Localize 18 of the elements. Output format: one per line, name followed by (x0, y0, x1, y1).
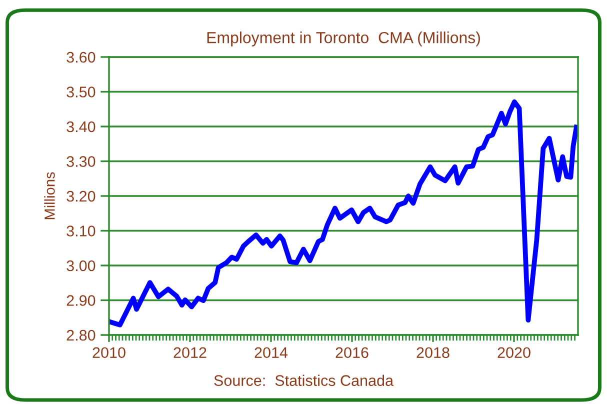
y-tick-label: 2.90 (66, 295, 96, 306)
x-tick-label: 2010 (92, 347, 126, 358)
x-tick-label: 2020 (498, 347, 530, 358)
y-tick-label: 3.40 (66, 121, 96, 132)
y-tick-label: 3.20 (66, 190, 96, 202)
chart-title: Employment in Toronto CMA (Millions) (207, 32, 480, 46)
y-tick-label: 3.60 (66, 52, 96, 63)
source-note: Source: Statistics Canada (214, 374, 394, 386)
x-tick-label: 2018 (416, 347, 450, 358)
x-tick-label: 2014 (254, 347, 288, 358)
y-tick-label: 3.00 (66, 260, 96, 272)
x-tick-label: 2012 (174, 347, 206, 358)
y-tick-label: 3.10 (66, 226, 96, 236)
x-tick-label: 2016 (336, 347, 368, 358)
y-tick-label: 2.80 (66, 330, 96, 341)
y-tick-label: 3.50 (66, 86, 96, 98)
y-tick-label: 3.30 (66, 156, 96, 167)
y-axis-title: Millions (44, 172, 55, 220)
